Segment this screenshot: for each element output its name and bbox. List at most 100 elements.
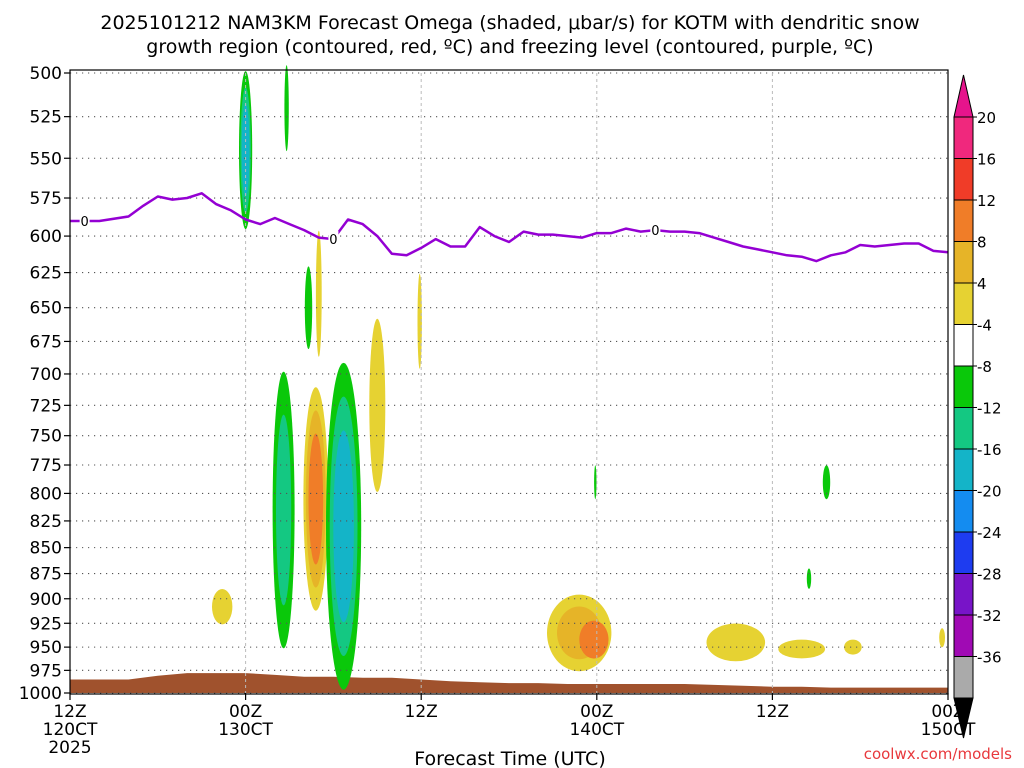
y-tick-label-600: 600	[30, 227, 62, 247]
omega-cell-p-4	[939, 628, 945, 648]
colorbar-swatch-3	[953, 241, 974, 284]
omega-region-n	[778, 639, 826, 659]
y-tick-label-550: 550	[30, 149, 62, 169]
omega-cell-a--16	[241, 103, 250, 197]
omega-region-g	[326, 362, 362, 690]
y-tick-label-675: 675	[30, 332, 62, 352]
colorbar-swatch-5	[953, 324, 974, 367]
colorbar-bottom-arrow	[953, 697, 974, 739]
y-tick-label-650: 650	[30, 299, 62, 319]
omega-cell-f-12	[308, 433, 324, 565]
chart-title-line-1: 2025101212 NAM3KM Forecast Omega (shaded…	[100, 12, 919, 34]
y-tick-label-850: 850	[30, 539, 62, 559]
colorbar-swatch-11	[953, 573, 974, 616]
colorbar-swatch-10	[953, 531, 974, 574]
omega-region-p	[939, 628, 945, 648]
omega-cell-q--8	[594, 465, 597, 500]
x-tick-label-0-3: 2025	[48, 738, 91, 758]
colorbar-swatch-7	[953, 407, 974, 450]
x-tick-label-24-1: 12Z	[405, 702, 438, 722]
omega-region-j	[212, 589, 233, 625]
omega-region-r	[822, 465, 831, 500]
omega-cell-h-4	[369, 318, 386, 492]
terrain-fill	[70, 673, 948, 693]
colorbar-swatch-12	[953, 614, 974, 657]
plot-frame	[69, 69, 949, 695]
freezing-level-label-2: 0	[651, 224, 659, 239]
colorbar-swatch-2	[953, 199, 974, 242]
colorbar-label-5: -4	[977, 317, 992, 335]
x-tick-label-12-2: 130CT	[218, 720, 273, 740]
colorbar-swatch-1	[953, 158, 974, 201]
gridlines	[69, 72, 949, 694]
freezing-level-line	[70, 192, 949, 263]
y-tick-label-725: 725	[30, 396, 62, 416]
credit-text: coolwx.com/models	[864, 745, 1012, 763]
y-tick-label-900: 900	[30, 590, 62, 610]
y-tick-label-875: 875	[30, 565, 62, 585]
omega-cell-e--12	[276, 414, 292, 606]
omega-cell-b--8	[284, 65, 289, 152]
y-tick-label-1000: 1000	[19, 684, 62, 704]
omega-region-h	[369, 318, 386, 492]
omega-region-d	[315, 230, 322, 357]
omega-region-m	[706, 623, 766, 662]
omega-region-e	[272, 371, 295, 649]
omega-cell-n-4	[778, 639, 826, 659]
omega-region-s	[806, 568, 812, 589]
omega-cell-m-4	[706, 623, 766, 662]
colorbar-label-4: 4	[977, 275, 987, 293]
omega-region-l	[579, 620, 609, 659]
x-tick-label-60-2: 150CT	[921, 720, 976, 740]
colorbar-swatch-6	[953, 365, 974, 408]
omega-cell-s--8	[806, 568, 812, 589]
colorbar-label-8: -16	[977, 441, 1002, 459]
colorbar-swatch-13	[953, 656, 974, 699]
colorbar-swatch-4	[953, 282, 974, 325]
omega-cell-o-4	[844, 639, 862, 655]
y-tick-label-775: 775	[30, 456, 62, 476]
omega-cell-d-4	[315, 230, 322, 357]
colorbar-top-arrow	[953, 74, 974, 118]
freezing-level-label-1: 0	[329, 233, 337, 248]
freezing-level-contour: 0 0 0	[70, 192, 949, 263]
colorbar: 20 16 12 8 4 -4 -8 -12 -16 -20 -24 -28 -32 -36	[953, 74, 1002, 739]
chart-title-line-2: growth region (contoured, red, ºC) and f…	[146, 36, 873, 58]
omega-region-q	[594, 465, 597, 500]
omega-region-c	[304, 266, 313, 350]
colorbar-label-1: 16	[977, 151, 996, 169]
y-tick-label-750: 750	[30, 427, 62, 447]
y-tick-label-825: 825	[30, 512, 62, 532]
colorbar-label-10: -24	[977, 524, 1002, 542]
x-tick-label-36-2: 140CT	[569, 720, 624, 740]
y-tick-label-700: 700	[30, 365, 62, 385]
colorbar-swatch-0	[953, 116, 974, 159]
x-tick-label-0-2: 120CT	[43, 720, 98, 740]
y-tick-label-800: 800	[30, 484, 62, 504]
freezing-level-label-0: 0	[80, 215, 88, 230]
omega-cell-c--8	[304, 266, 313, 350]
y-tick-label-575: 575	[30, 189, 62, 209]
colorbar-label-13: -36	[977, 649, 1002, 667]
x-tick-label-36-1: 00Z	[580, 702, 613, 722]
omega-region-o	[844, 639, 862, 655]
freezing-level-label-bg-1	[328, 231, 339, 248]
colorbar-label-12: -32	[977, 607, 1002, 625]
omega-region-b	[284, 65, 289, 152]
omega-shading	[212, 65, 945, 690]
x-tick-label-48-1: 12Z	[756, 702, 789, 722]
freezing-level-label-bg-2	[650, 222, 661, 239]
y-tick-label-975: 975	[30, 661, 62, 681]
y-axis-ticks: 500 525 550 575 600 625 650 675 700 725 750 775 800 8…	[19, 64, 70, 704]
y-tick-label-925: 925	[30, 614, 62, 634]
colorbar-label-9: -20	[977, 483, 1002, 501]
omega-cell-l-12	[579, 620, 609, 659]
x-axis-label: Forecast Time (UTC)	[414, 748, 605, 768]
x-tick-label-12-1: 00Z	[229, 702, 262, 722]
omega-cell-j-4	[212, 589, 233, 625]
x-tick-label-0-1: 12Z	[53, 702, 86, 722]
colorbar-swatch-9	[953, 490, 974, 533]
colorbar-label-2: 12	[977, 192, 996, 210]
omega-cell-g--16	[333, 430, 354, 623]
y-tick-label-500: 500	[30, 64, 62, 84]
